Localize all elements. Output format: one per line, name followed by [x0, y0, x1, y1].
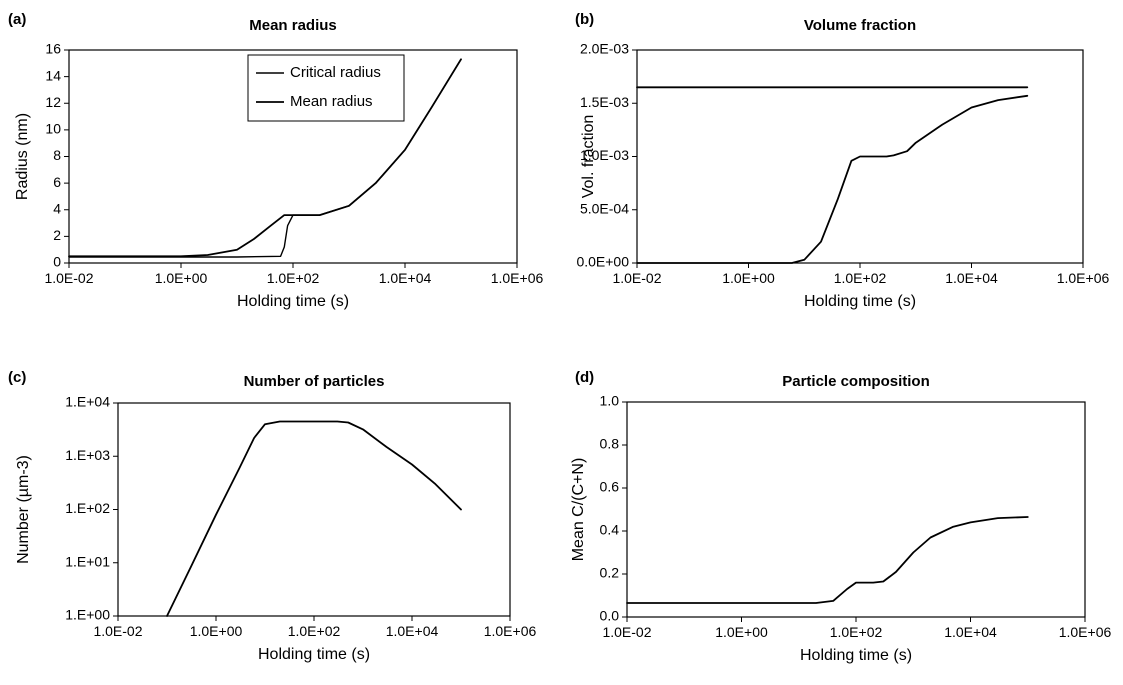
chart-d-x-tick-label: 1.0E-02	[602, 624, 651, 640]
chart-b-x-tick-label: 1.0E+02	[834, 270, 887, 286]
chart-b-line-series-2	[636, 94, 1029, 264]
chart-a-y-tick-label: 6	[53, 174, 61, 190]
chart-c-line-series-1	[166, 420, 462, 617]
chart-a-y-axis-label: Radius (nm)	[14, 113, 31, 200]
chart-a-legend-entry: Mean radius	[290, 93, 373, 110]
chart-b-y-axis-label: Vol. fraction	[580, 115, 597, 199]
chart-d-y-tick-label: 0.8	[600, 436, 620, 452]
chart-b-panel-label: (b)	[575, 11, 594, 28]
chart-c-x-axis-label: Holding time (s)	[258, 646, 370, 663]
chart-b-x-tick-label: 1.0E+00	[722, 270, 775, 286]
chart-a-x-tick-label: 1.0E-02	[44, 270, 93, 286]
chart-d-y-tick-label: 0.4	[600, 522, 620, 538]
chart-a-line-mean-radius	[68, 58, 462, 258]
chart-c-x-tick-label: 1.0E+06	[484, 623, 537, 639]
chart-d-y-tick-label: 0.6	[600, 479, 620, 495]
chart-a-legend-entry: Critical radius	[290, 64, 381, 81]
chart-panel-a: (a) Mean radius 1.0E-02 1.0E+00 1.0E+02 1.0E+…	[8, 11, 543, 310]
chart-d-y-tick-label: 0.0	[600, 608, 620, 624]
chart-c-x-tick-label: 1.0E+04	[386, 623, 439, 639]
chart-c-x-tick-label: 1.0E-02	[93, 623, 142, 639]
chart-d-y-axis-label: Mean C/(C+N)	[570, 458, 587, 562]
chart-b-y-tick-label: 2.0E-03	[580, 41, 629, 57]
chart-d-x-tick-label: 1.0E+06	[1059, 624, 1112, 640]
chart-panel-d: (d) Particle composition 1.0E-02 1.0E+00 1.0…	[570, 369, 1111, 664]
chart-c-title: Number of particles	[244, 373, 385, 390]
chart-a-x-tick-label: 1.0E+00	[155, 270, 208, 286]
chart-d-plot-frame	[626, 401, 1086, 618]
chart-c-plot-frame	[117, 402, 511, 617]
chart-b-y-tick-label: 1.0E-03	[580, 147, 629, 163]
chart-b-x-axis-label: Holding time (s)	[804, 293, 916, 310]
chart-d-y-tick-label: 1.0	[600, 393, 620, 409]
chart-panel-c: (c) Number of particles 1.0E-02 1.0E+00 1.0E…	[8, 369, 536, 663]
chart-b-x-tick-label: 1.0E+06	[1057, 270, 1110, 286]
chart-a-x-tick-label: 1.0E+04	[379, 270, 432, 286]
chart-d-y-tick-label: 0.2	[600, 565, 620, 581]
chart-c-y-tick-label: 1.E+03	[65, 447, 110, 463]
chart-c-y-tick-label: 1.E+00	[65, 607, 110, 623]
chart-c-y-tick-label: 1.E+04	[65, 394, 110, 410]
chart-a-y-tick-label: 16	[45, 41, 61, 57]
chart-b-x-tick-label: 1.0E+04	[945, 270, 998, 286]
chart-a-y-tick-label: 2	[53, 227, 61, 243]
chart-a-y-tick-label: 12	[45, 94, 61, 110]
chart-a-y-tick-label: 0	[53, 254, 61, 270]
chart-d-x-axis-label: Holding time (s)	[800, 647, 912, 664]
chart-c-panel-label: (c)	[8, 369, 26, 386]
chart-a-y-tick-label: 4	[53, 200, 61, 216]
chart-d-x-tick-label: 1.0E+00	[715, 624, 768, 640]
chart-b-y-tick-label: 1.5E-03	[580, 94, 629, 110]
chart-a-x-tick-label: 1.0E+06	[491, 270, 544, 286]
chart-c-x-tick-label: 1.0E+02	[288, 623, 341, 639]
chart-a-y-tick-label: 10	[45, 121, 61, 137]
chart-d-panel-label: (d)	[575, 369, 594, 386]
chart-b-x-tick-label: 1.0E-02	[612, 270, 661, 286]
chart-a-y-tick-label: 14	[45, 67, 61, 83]
chart-a-title: Mean radius	[249, 17, 337, 34]
chart-d-line-series-1	[626, 516, 1029, 604]
chart-a-x-axis-label: Holding time (s)	[237, 293, 349, 310]
chart-a-x-tick-label: 1.0E+02	[267, 270, 320, 286]
chart-panel-b: (b) Volume fraction 1.0E-02 1.0E+00 1.0E+02 1…	[575, 11, 1109, 310]
chart-d-x-tick-label: 1.0E+02	[830, 624, 883, 640]
chart-c-y-tick-label: 1.E+02	[65, 500, 110, 516]
chart-c-y-axis-label: Number (µm-3)	[15, 455, 32, 564]
chart-b-y-tick-label: 0.0E+00	[576, 254, 629, 270]
chart-b-y-tick-label: 5.0E-04	[580, 200, 629, 216]
chart-c-y-tick-label: 1.E+01	[65, 553, 110, 569]
chart-d-x-tick-label: 1.0E+04	[944, 624, 997, 640]
chart-b-title: Volume fraction	[804, 17, 916, 34]
chart-c-x-tick-label: 1.0E+00	[190, 623, 243, 639]
chart-a-y-tick-label: 8	[53, 147, 61, 163]
chart-a-legend	[247, 54, 405, 122]
chart-a-panel-label: (a)	[8, 11, 26, 28]
chart-d-title: Particle composition	[782, 373, 930, 390]
